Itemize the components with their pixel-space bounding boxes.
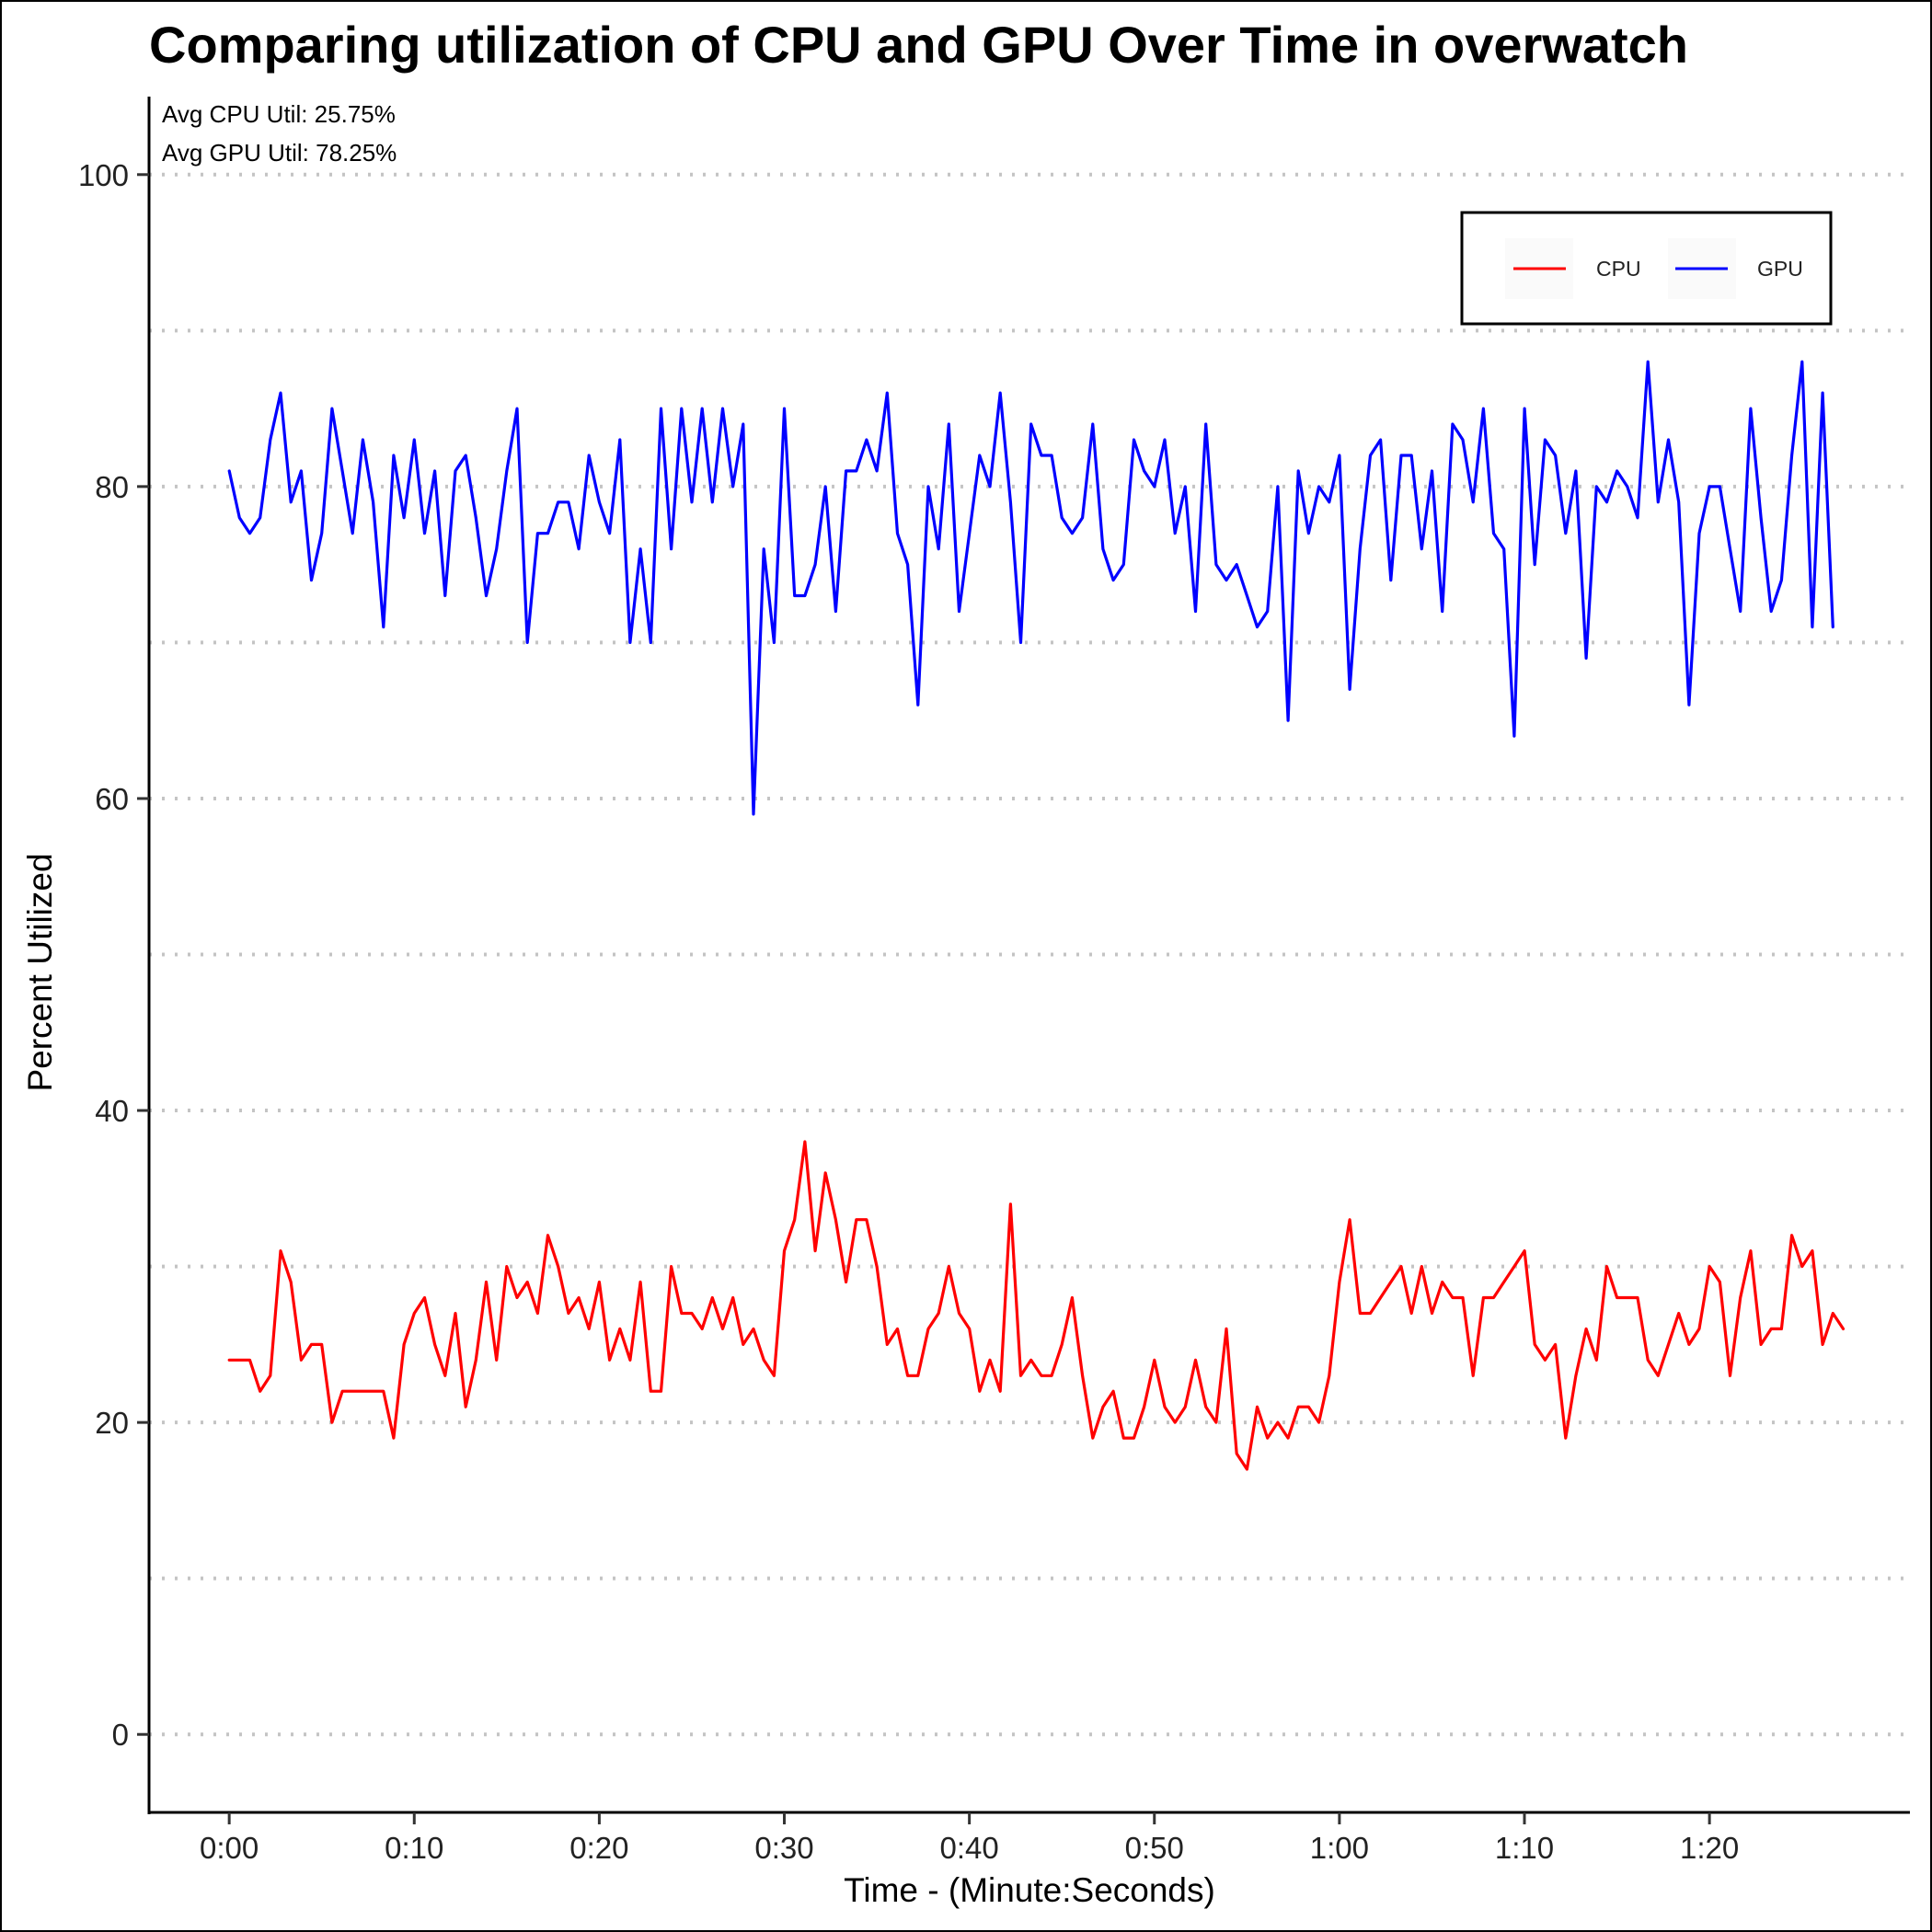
x-tick-label: 0:40 (940, 1831, 999, 1865)
x-axis-title: Time - (Minute:Seconds) (844, 1871, 1215, 1909)
x-tick-label: 0:00 (200, 1831, 259, 1865)
x-tick-label: 0:50 (1125, 1831, 1184, 1865)
y-ticks: 0 20 40 60 80 100 (78, 158, 149, 1752)
x-ticks: 0:00 0:10 0:20 0:30 0:40 0:50 1:00 1:10 1:20 (200, 1812, 1739, 1865)
series-line-gpu (227, 360, 1834, 816)
y-tick-label: 40 (95, 1094, 129, 1128)
legend-label-gpu: GPU (1757, 257, 1803, 281)
annotation-avg-gpu: Avg GPU Util: 78.25% (162, 139, 397, 167)
x-tick-label: 1:20 (1680, 1831, 1739, 1865)
series-lines (227, 360, 1846, 1471)
legend: CPU GPU (1460, 211, 1833, 326)
y-tick-label: 80 (95, 470, 129, 504)
y-tick-label: 0 (112, 1718, 129, 1752)
x-tick-label: 0:20 (569, 1831, 628, 1865)
chart-title: Comparing utilization of CPU and GPU Ove… (149, 16, 1688, 74)
y-tick-label: 20 (95, 1406, 129, 1440)
series-line-cpu (227, 1140, 1846, 1471)
x-tick-label: 0:30 (754, 1831, 813, 1865)
x-tick-label: 1:00 (1310, 1831, 1369, 1865)
y-tick-label: 60 (95, 782, 129, 816)
legend-label-cpu: CPU (1596, 257, 1641, 281)
x-tick-label: 1:10 (1495, 1831, 1554, 1865)
y-axis-title: Percent Utilized (21, 853, 59, 1091)
annotation-avg-cpu: Avg CPU Util: 25.75% (162, 100, 396, 128)
x-tick-label: 0:10 (385, 1831, 443, 1865)
y-tick-label: 100 (78, 158, 129, 192)
